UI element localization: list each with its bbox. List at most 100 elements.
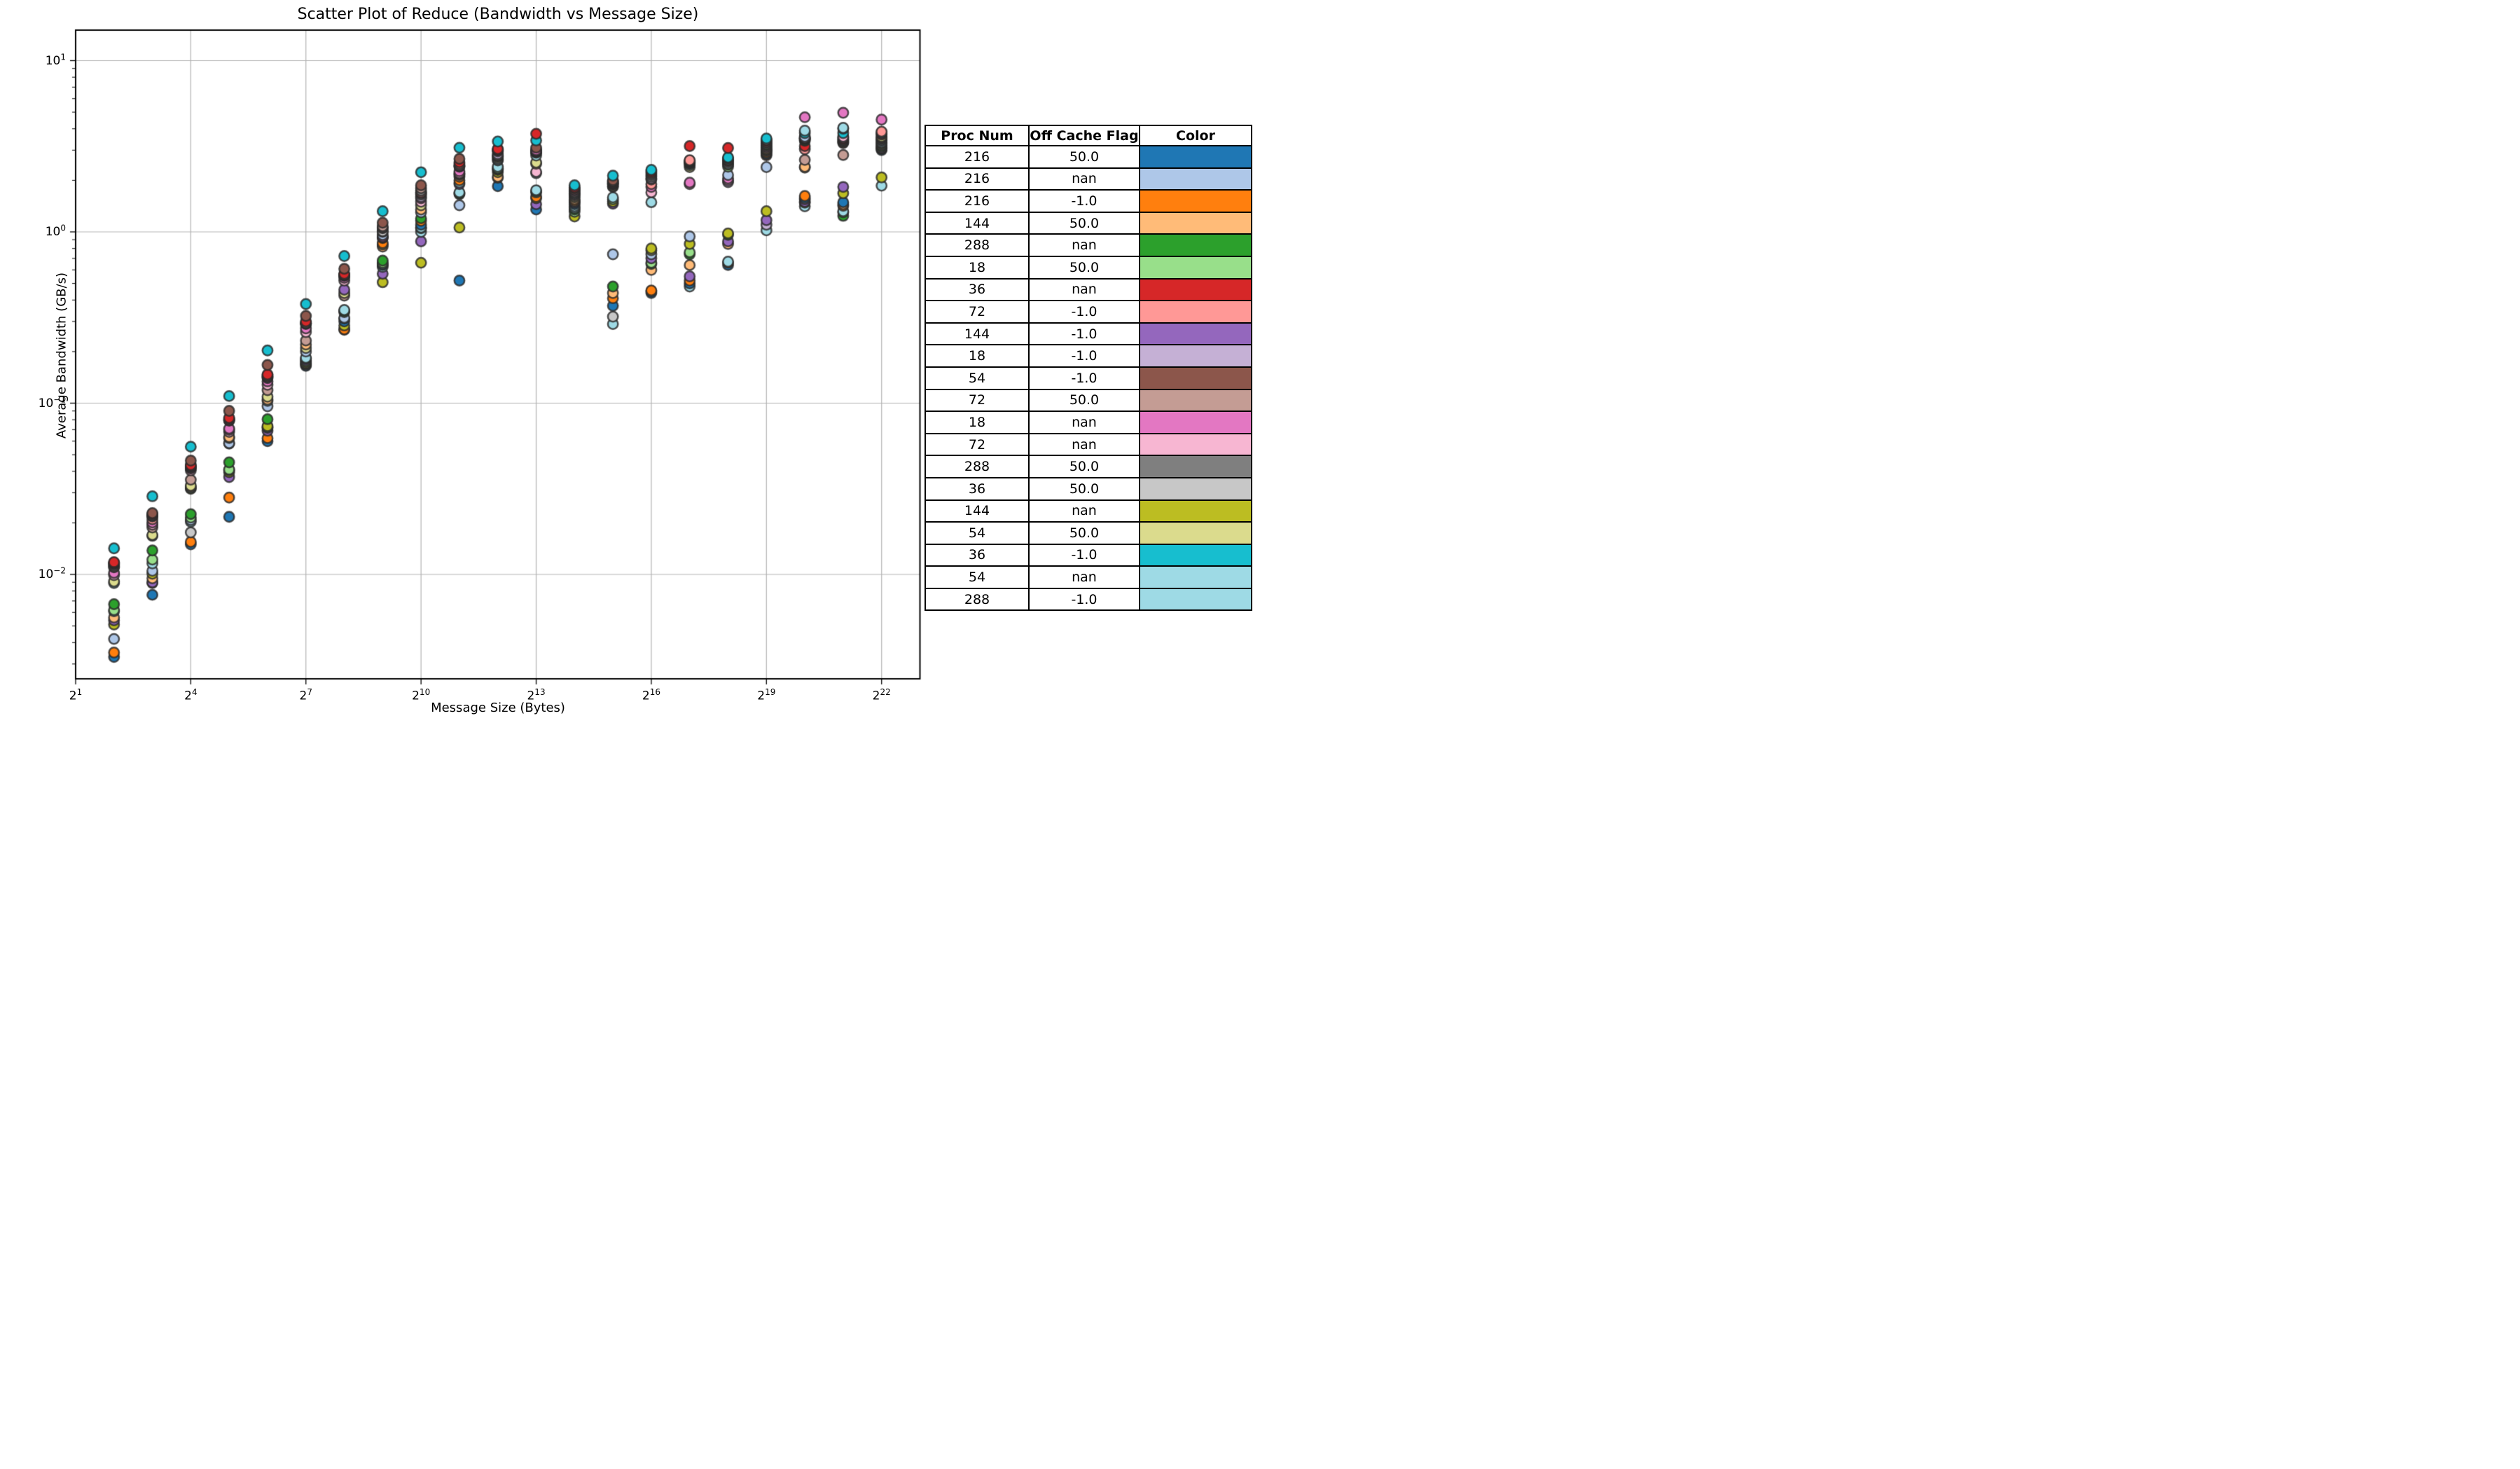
- legend-color-swatch: [1139, 476, 1252, 501]
- figure: Scatter Plot of Reduce (Bandwidth vs Mes…: [0, 0, 1260, 735]
- legend-row: 72 -1.0: [925, 300, 1252, 324]
- legend-off-cache-flag-cell: -1.0: [1028, 189, 1140, 213]
- x-tick-label: 216: [642, 687, 660, 703]
- legend-off-cache-flag-cell: nan: [1028, 565, 1140, 589]
- legend-row: 36 50.0: [925, 476, 1252, 501]
- legend-proc-num-cell: 36: [925, 277, 1030, 302]
- legend-color-swatch: [1139, 388, 1252, 413]
- legend-color-swatch: [1139, 277, 1252, 302]
- legend-off-cache-flag-cell: 50.0: [1028, 455, 1140, 478]
- legend-color-swatch: [1139, 411, 1252, 434]
- legend-proc-num-cell: 288: [925, 455, 1030, 478]
- legend-color-swatch: [1139, 455, 1252, 478]
- legend-row: 36 nan: [925, 277, 1252, 302]
- legend-color-swatch: [1139, 300, 1252, 324]
- legend-color-swatch: [1139, 366, 1252, 390]
- legend-off-cache-flag-cell: -1.0: [1028, 344, 1140, 368]
- x-axis-label: Message Size (Bytes): [431, 701, 565, 715]
- legend-row: 144 -1.0: [925, 322, 1252, 346]
- y-axis-label: Average Bandwidth (GB/s): [54, 273, 69, 439]
- legend-proc-num-cell: 288: [925, 233, 1030, 257]
- legend-proc-num-cell: 54: [925, 521, 1030, 545]
- legend-off-cache-flag-cell: 50.0: [1028, 476, 1140, 501]
- legend-proc-num-cell: 216: [925, 167, 1030, 191]
- legend-row: 288 nan: [925, 233, 1252, 257]
- legend-header-proc-num: Proc Num: [925, 125, 1030, 146]
- legend-proc-num-cell: 144: [925, 499, 1030, 523]
- legend-off-cache-flag-cell: 50.0: [1028, 521, 1140, 545]
- legend-proc-num-cell: 36: [925, 476, 1030, 501]
- legend-table: Proc Num Off Cache Flag Color 216 50.0 216…: [925, 125, 1252, 612]
- legend-proc-num-cell: 288: [925, 587, 1030, 612]
- y-tick-label: 10−1: [38, 394, 66, 411]
- legend-row: 288 -1.0: [925, 587, 1252, 612]
- legend-row: 54 50.0: [925, 521, 1252, 545]
- legend-proc-num-cell: 216: [925, 145, 1030, 169]
- legend-off-cache-flag-cell: nan: [1028, 277, 1140, 302]
- legend-row: 18 50.0: [925, 255, 1252, 280]
- legend-proc-num-cell: 18: [925, 255, 1030, 280]
- legend-row: 72 50.0: [925, 388, 1252, 413]
- legend-proc-num-cell: 72: [925, 300, 1030, 324]
- legend-off-cache-flag-cell: -1.0: [1028, 366, 1140, 390]
- legend-color-swatch: [1139, 211, 1252, 235]
- legend-row: 288 50.0: [925, 455, 1252, 478]
- legend-color-swatch: [1139, 167, 1252, 191]
- legend-off-cache-flag-cell: 50.0: [1028, 211, 1140, 235]
- legend-row: 72 nan: [925, 432, 1252, 457]
- legend-color-swatch: [1139, 565, 1252, 589]
- x-tick-label: 213: [527, 687, 546, 703]
- chart-title: Scatter Plot of Reduce (Bandwidth vs Mes…: [297, 6, 699, 23]
- legend-proc-num-cell: 18: [925, 411, 1030, 434]
- legend-color-swatch: [1139, 322, 1252, 346]
- legend-color-swatch: [1139, 543, 1252, 567]
- legend-off-cache-flag-cell: -1.0: [1028, 300, 1140, 324]
- legend-color-swatch: [1139, 521, 1252, 545]
- x-tick-label: 24: [184, 687, 198, 703]
- legend-off-cache-flag-cell: -1.0: [1028, 543, 1140, 567]
- legend-row: 216 50.0: [925, 145, 1252, 169]
- legend-row: 36 -1.0: [925, 543, 1252, 567]
- legend-color-swatch: [1139, 587, 1252, 612]
- legend-row: 54 nan: [925, 565, 1252, 589]
- legend-off-cache-flag-cell: -1.0: [1028, 587, 1140, 612]
- legend-color-swatch: [1139, 432, 1252, 457]
- legend-row: 18 nan: [925, 411, 1252, 434]
- legend-proc-num-cell: 72: [925, 432, 1030, 457]
- y-tick-label: 10−2: [38, 565, 66, 582]
- x-tick-label: 21: [69, 687, 83, 703]
- x-tick-label: 210: [412, 687, 431, 703]
- legend-off-cache-flag-cell: -1.0: [1028, 322, 1140, 346]
- legend-proc-num-cell: 36: [925, 543, 1030, 567]
- legend-off-cache-flag-cell: nan: [1028, 499, 1140, 523]
- legend-off-cache-flag-cell: 50.0: [1028, 255, 1140, 280]
- legend-off-cache-flag-cell: nan: [1028, 167, 1140, 191]
- x-tick-label: 219: [757, 687, 776, 703]
- x-tick-label: 27: [299, 687, 312, 703]
- legend-off-cache-flag-cell: nan: [1028, 432, 1140, 457]
- legend-proc-num-cell: 144: [925, 211, 1030, 235]
- legend-proc-num-cell: 54: [925, 366, 1030, 390]
- legend-row: 144 nan: [925, 499, 1252, 523]
- legend-proc-num-cell: 54: [925, 565, 1030, 589]
- legend-row: 216 -1.0: [925, 189, 1252, 213]
- legend-proc-num-cell: 216: [925, 189, 1030, 213]
- legend-row: 144 50.0: [925, 211, 1252, 235]
- legend-header-off-cache-flag: Off Cache Flag: [1028, 125, 1140, 146]
- legend-row: 216 nan: [925, 167, 1252, 191]
- legend-proc-num-cell: 144: [925, 322, 1030, 346]
- legend-header-color: Color: [1139, 125, 1252, 146]
- y-tick-label: 101: [45, 52, 66, 68]
- legend-off-cache-flag-cell: 50.0: [1028, 145, 1140, 169]
- legend-color-swatch: [1139, 189, 1252, 213]
- legend-color-swatch: [1139, 233, 1252, 257]
- legend-proc-num-cell: 72: [925, 388, 1030, 413]
- legend-color-swatch: [1139, 145, 1252, 169]
- legend-off-cache-flag-cell: nan: [1028, 411, 1140, 434]
- legend-row: 54 -1.0: [925, 366, 1252, 390]
- x-tick-label: 222: [872, 687, 891, 703]
- y-tick-label: 100: [45, 223, 66, 240]
- legend-row: 18 -1.0: [925, 344, 1252, 368]
- legend-header-row: Proc Num Off Cache Flag Color: [925, 125, 1252, 146]
- legend-color-swatch: [1139, 499, 1252, 523]
